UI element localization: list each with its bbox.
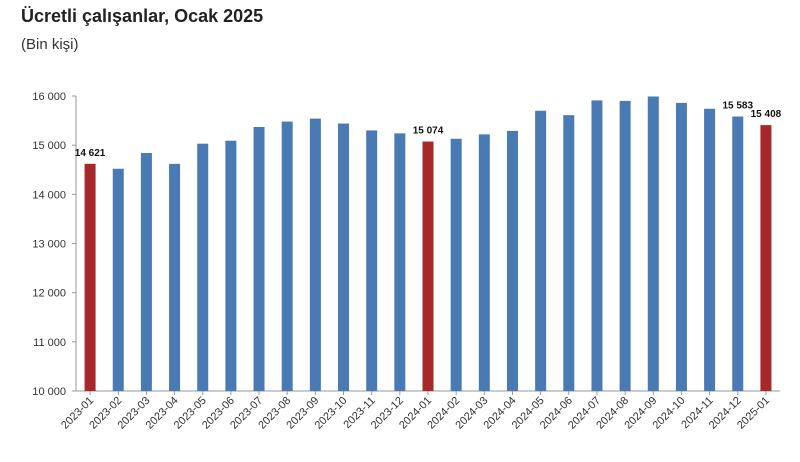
bar xyxy=(225,140,237,391)
y-tick-label: 12 000 xyxy=(32,288,66,300)
bar xyxy=(704,108,716,392)
bar xyxy=(309,118,321,391)
bar xyxy=(140,153,152,391)
bar xyxy=(675,102,687,391)
bar xyxy=(591,100,603,392)
y-tick-label: 15 000 xyxy=(32,140,66,152)
bar xyxy=(253,126,265,391)
bar xyxy=(619,100,631,392)
bar xyxy=(394,133,406,391)
bar xyxy=(732,116,744,391)
y-tick-label: 16 000 xyxy=(32,91,66,103)
y-tick-label: 11 000 xyxy=(33,337,66,349)
y-tick-label: 13 000 xyxy=(32,239,66,251)
bar xyxy=(506,130,518,392)
bar xyxy=(84,163,96,391)
bar xyxy=(450,138,462,391)
data-label: 15 408 xyxy=(751,109,782,120)
y-tick-label: 14 000 xyxy=(32,189,66,201)
chart-subtitle: (Bin kişi) xyxy=(21,36,79,53)
bar xyxy=(366,130,378,391)
bar xyxy=(422,141,434,391)
data-label: 15 074 xyxy=(413,126,444,137)
bar xyxy=(281,121,293,392)
y-tick-label: 10 000 xyxy=(32,386,66,398)
data-label: 15 583 xyxy=(722,101,753,112)
bar xyxy=(563,115,575,392)
bar xyxy=(478,134,490,391)
bar xyxy=(647,96,659,391)
data-label: 14 621 xyxy=(75,148,106,159)
bar xyxy=(169,163,181,391)
bar xyxy=(535,110,547,391)
bar xyxy=(112,168,124,391)
bar xyxy=(197,143,209,391)
bar xyxy=(338,123,350,392)
chart-title: Ücretli çalışanlar, Ocak 2025 xyxy=(21,6,264,26)
bar xyxy=(760,125,772,392)
